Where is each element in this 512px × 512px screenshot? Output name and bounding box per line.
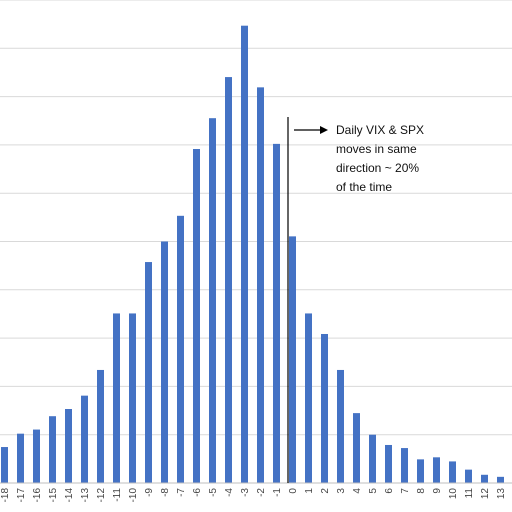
arrow-head xyxy=(320,126,328,134)
bar xyxy=(241,25,248,483)
x-tick-label: -17 xyxy=(16,488,27,503)
x-tick-label: 7 xyxy=(400,488,411,494)
bar xyxy=(353,413,360,483)
bar xyxy=(433,457,440,483)
x-tick-label: -3 xyxy=(240,488,251,497)
bar xyxy=(497,476,504,483)
x-tick-label: 8 xyxy=(416,488,427,494)
bar xyxy=(193,149,200,484)
bar xyxy=(177,215,184,483)
bar xyxy=(465,469,472,483)
bar xyxy=(321,333,328,483)
x-tick-label: -8 xyxy=(160,488,171,497)
bar xyxy=(337,369,344,483)
x-tick-label: 4 xyxy=(352,488,363,494)
bar xyxy=(257,87,264,483)
x-tick-label: 5 xyxy=(368,488,379,494)
x-tick-label: 0 xyxy=(288,488,299,494)
bar xyxy=(369,434,376,483)
x-tick-label: -1 xyxy=(272,488,283,497)
x-tick-label: -14 xyxy=(64,488,75,503)
x-tick-label: -5 xyxy=(208,488,219,497)
x-tick-label: 3 xyxy=(336,488,347,494)
bar xyxy=(145,262,152,483)
x-tick-label: -4 xyxy=(224,488,235,497)
x-tick-label: 1 xyxy=(304,488,315,494)
x-tick-label: -10 xyxy=(128,488,139,503)
annotation-line: moves in same xyxy=(336,142,417,156)
x-tick-label: -11 xyxy=(112,488,123,502)
bars xyxy=(1,25,504,484)
bar xyxy=(385,444,392,483)
gridlines xyxy=(0,0,512,436)
bar xyxy=(17,433,24,483)
bar xyxy=(289,236,296,483)
annotation-line: of the time xyxy=(336,180,392,194)
annotation-text: Daily VIX & SPX moves in same direction … xyxy=(336,123,427,194)
bar xyxy=(305,313,312,483)
bar xyxy=(1,447,8,483)
x-tick-label: 6 xyxy=(384,488,395,494)
bar xyxy=(65,409,72,483)
x-tick-label: -7 xyxy=(176,488,187,497)
bar xyxy=(113,313,120,483)
x-tick-labels: -18 -17 -16 -15 -14 -13 -12 -11 -10 -9 -8 -7 -6 -5 -4-… xyxy=(0,488,507,503)
x-tick-label: 11 xyxy=(464,488,475,499)
bar xyxy=(401,448,408,483)
bar xyxy=(417,459,424,483)
x-tick-label: -13 xyxy=(80,488,91,503)
x-tick-label: 12 xyxy=(480,488,491,500)
bar xyxy=(161,241,168,483)
bar xyxy=(129,313,136,483)
bar xyxy=(481,474,488,483)
x-tick-label: -6 xyxy=(192,488,203,497)
x-tick-label: -16 xyxy=(32,488,43,503)
x-tick-label: -12 xyxy=(96,488,107,503)
x-tick-label: -2 xyxy=(256,488,267,497)
annotation-line: direction ~ 20% xyxy=(336,161,419,175)
bar xyxy=(33,429,40,483)
bar xyxy=(273,143,280,483)
x-tick-label: 2 xyxy=(320,488,331,494)
x-tick-label: -9 xyxy=(144,488,155,497)
x-tick-label: -15 xyxy=(48,488,59,503)
annotation-line: Daily VIX & SPX xyxy=(336,123,424,137)
bar xyxy=(225,77,232,484)
bar xyxy=(209,118,216,484)
bar xyxy=(97,369,104,483)
x-tick-label: 10 xyxy=(448,488,459,500)
bar xyxy=(449,461,456,483)
annotation-arrow xyxy=(294,126,328,134)
x-tick-label: 13 xyxy=(496,488,507,500)
bar xyxy=(49,416,56,483)
bar xyxy=(81,395,88,483)
x-tick-label: 9 xyxy=(432,488,443,494)
x-tick-label: -18 xyxy=(0,488,11,503)
